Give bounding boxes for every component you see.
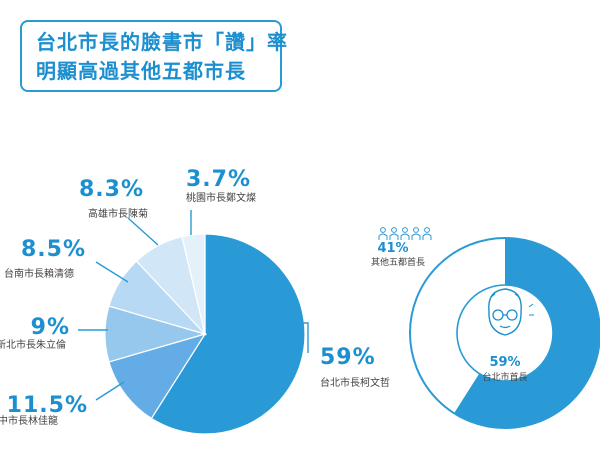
leader-line [127, 217, 159, 246]
donut-inner-circle [456, 284, 554, 382]
donut-category-label: 其他五都首長 [371, 256, 425, 268]
pie-value-label: 3.7% [186, 167, 251, 192]
donut-labels: 41%其他五都首長 59%台北市首長 [371, 241, 528, 383]
pie-category-label: 台中市長林佳龍 [0, 414, 58, 427]
pie-category-label: 台南市長賴清德 [4, 267, 74, 280]
pie-category-label: 新北市長朱立倫 [0, 338, 66, 351]
pie-value-label: 59% [320, 345, 376, 370]
title-line-2: 明顯高過其他五都市長 [36, 59, 246, 83]
pie-slice [150, 233, 306, 435]
donut-value-label: 59% [489, 355, 520, 370]
mayor-face-icon [488, 288, 534, 336]
pie-value-label: 11.5% [7, 393, 88, 418]
pie-value-label: 8.5% [21, 237, 86, 262]
pie-slice [181, 233, 206, 335]
donut-value-label: 41% [377, 241, 408, 256]
pie-labels: 59% 台北市長柯文哲 11.5%台中市長林佳龍 9%新北市長朱立倫 8.5% 台南市長賴… [0, 167, 390, 427]
title-box: 台北市長的臉書市「讚」率 明顯高過其他五都市長 [20, 20, 288, 92]
pie-category-label: 台北市長柯文哲 [320, 376, 390, 389]
people-row-icon [378, 227, 432, 240]
title-line-1: 台北市長的臉書市「讚」率 [36, 30, 288, 54]
pie-category-label: 高雄市長陳菊 [88, 207, 148, 220]
pie-category-label: 桃園市長鄭文燦 [186, 191, 256, 204]
leader-lines [78, 210, 309, 401]
leader-line [292, 322, 309, 353]
pie-value-label: 9% [31, 315, 70, 340]
pie-value-label: 8.3% [79, 177, 144, 202]
donut-chart [409, 237, 600, 429]
leader-line [95, 261, 129, 283]
pie-chart [104, 233, 306, 435]
donut-category-label: 台北市首長 [482, 371, 527, 383]
leader-line [95, 381, 125, 401]
